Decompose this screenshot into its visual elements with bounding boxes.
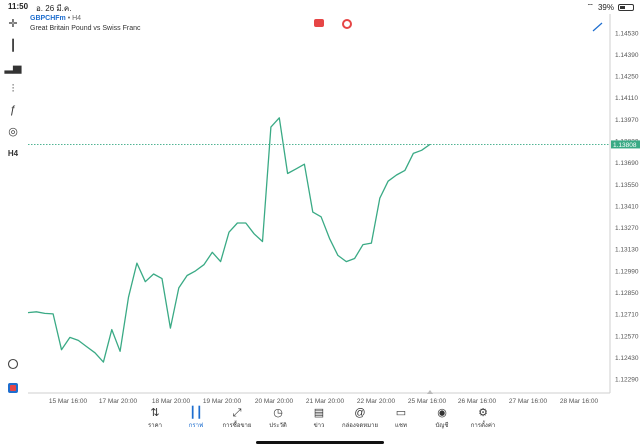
y-tick-label: 1.12570	[615, 333, 639, 340]
trade-icon: ⤢	[232, 407, 242, 419]
status-date: อ. 26 มี.ค.	[36, 4, 72, 13]
account-icon: ◉	[437, 407, 447, 419]
nav-item-news[interactable]: ▤ ข่าว	[299, 406, 339, 430]
symbol-description: Great Britain Pound vs Swiss Franc	[30, 25, 141, 32]
flag-ch-icon	[342, 19, 352, 29]
color-scheme-inner-icon	[10, 385, 16, 391]
y-tick-label: 1.14110	[615, 95, 638, 102]
chat-icon: ▭	[395, 407, 407, 419]
x-tick-label: 20 Mar 20:00	[255, 398, 294, 405]
y-tick-label: 1.12990	[615, 268, 639, 275]
y-tick-label: 1.13690	[615, 160, 639, 167]
battery-icon	[618, 3, 634, 11]
x-tick-label: 18 Mar 20:00	[152, 398, 191, 405]
nav-item-quotes[interactable]: ⇅ ราคา	[135, 406, 175, 430]
nav-item-label: ประวัติ	[269, 423, 287, 429]
crosshair-icon[interactable]: ✛	[8, 17, 18, 30]
y-tick-label: 1.14530	[615, 30, 639, 37]
price-series-line	[27, 117, 431, 363]
current-price-label: 1.13808	[613, 142, 637, 149]
nav-item-history[interactable]: ◷ ประวัติ	[258, 406, 298, 430]
nav-item-settings[interactable]: ⚙ การตั้งค่า	[463, 406, 503, 430]
nav-item-label: การซื้อขาย	[222, 423, 252, 429]
settings-icon: ⚙	[478, 407, 488, 419]
nav-item-label: บัญชี	[435, 423, 449, 429]
x-tick-label: 17 Mar 20:00	[99, 398, 138, 405]
nav-item-label: แชท	[395, 423, 407, 429]
y-tick-label: 1.12850	[615, 290, 639, 297]
nav-item-trade[interactable]: ⤢ การซื้อขาย	[217, 406, 257, 430]
nav-item-mail[interactable]: @ กล่องจดหมาย	[340, 406, 380, 430]
status-time: 11:50	[8, 2, 29, 11]
x-tick-label: 27 Mar 16:00	[509, 398, 548, 405]
top-icons	[314, 19, 352, 29]
y-tick-label: 1.13410	[615, 203, 639, 210]
symbol-name[interactable]: GBPCHFm	[30, 15, 66, 22]
y-tick-label: 1.13270	[615, 225, 639, 232]
y-tick-label: 1.14390	[615, 52, 639, 59]
y-tick-label: 1.13550	[615, 182, 639, 189]
home-indicator	[256, 441, 384, 444]
candlestick-icon[interactable]: ┃	[9, 39, 17, 52]
status-bar: 11:50 อ. 26 มี.ค. ⌔ 39%	[0, 0, 640, 14]
zoom-icon[interactable]	[7, 358, 19, 370]
y-tick-label: 1.12710	[615, 312, 639, 319]
shapes-icon[interactable]: ◎	[8, 125, 18, 138]
shift-marker-icon[interactable]	[427, 390, 433, 394]
timeframe-label[interactable]: H4	[7, 148, 19, 158]
x-tick-label: 21 Mar 20:00	[306, 398, 345, 405]
x-tick-label: 22 Mar 20:00	[357, 398, 396, 405]
function-icon[interactable]: ƒ	[9, 104, 17, 116]
current-price-tag	[611, 140, 640, 149]
bottom-nav: ⇅ ราคา ┃┃ กราฟ ⤢ การซื้อขาย ◷ ประวัติ ▤ ข่าว @ กล่อ…	[0, 407, 640, 447]
chart-icon: ┃┃	[189, 407, 203, 419]
x-tick-label: 28 Mar 16:00	[560, 398, 599, 405]
nav-item-chart[interactable]: ┃┃ กราฟ	[176, 406, 216, 430]
battery-percent: 39%	[597, 2, 614, 12]
y-tick-label: 1.13130	[615, 247, 639, 254]
y-tick-label: 1.12430	[615, 355, 639, 362]
draw-line-icon[interactable]	[592, 22, 603, 32]
symbol-separator: •	[65, 15, 73, 22]
status-right: ⌔ 39%	[586, 2, 634, 12]
news-icon: ▤	[313, 407, 325, 419]
nav-item-label: การตั้งค่า	[470, 423, 496, 429]
bar-chart-icon[interactable]: ▂▅	[4, 61, 22, 74]
wifi-icon: ⌔	[586, 2, 594, 11]
x-tick-label: 26 Mar 16:00	[458, 398, 497, 405]
x-tick-label: 15 Mar 16:00	[49, 398, 88, 405]
price-chart[interactable]: 1.14530 1.14390 1.14250 1.14110 1.13970 1.138…	[0, 0, 640, 434]
nav-item-chat[interactable]: ▭ แชท	[381, 406, 421, 430]
timeframe[interactable]: H4	[72, 15, 82, 22]
y-tick-label: 1.12290	[615, 377, 639, 384]
quotes-icon: ⇅	[150, 407, 160, 419]
nav-item-label: กราฟ	[188, 423, 204, 429]
nav-item-account[interactable]: ◉ บัญชี	[422, 406, 462, 430]
x-tick-label: 19 Mar 20:00	[203, 398, 242, 405]
y-tick-label: 1.14250	[615, 74, 639, 81]
y-tick-label: 1.13970	[615, 117, 639, 124]
battery-level	[620, 5, 625, 9]
indicators-icon[interactable]: ⫶	[11, 82, 15, 95]
chart-header: GBPCHFm • H4 Great Britain Pound vs Swis…	[30, 14, 141, 34]
nav-item-label: กล่องจดหมาย	[341, 423, 379, 429]
flag-gb-icon	[314, 19, 324, 27]
nav-item-label: ราคา	[148, 423, 162, 429]
history-icon: ◷	[273, 407, 283, 419]
x-tick-label: 25 Mar 16:00	[408, 398, 447, 405]
mail-icon: @	[354, 407, 366, 419]
nav-item-label: ข่าว	[313, 423, 325, 429]
